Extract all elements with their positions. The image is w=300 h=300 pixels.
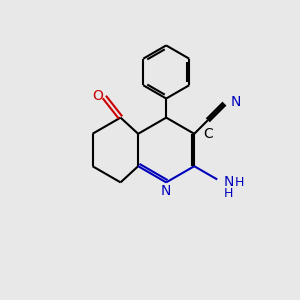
Text: N: N [224, 176, 234, 189]
Text: N: N [161, 184, 171, 198]
Text: H: H [224, 187, 233, 200]
Text: N: N [231, 95, 241, 109]
Text: C: C [203, 127, 213, 141]
Text: H: H [234, 176, 244, 189]
Text: O: O [92, 88, 103, 103]
